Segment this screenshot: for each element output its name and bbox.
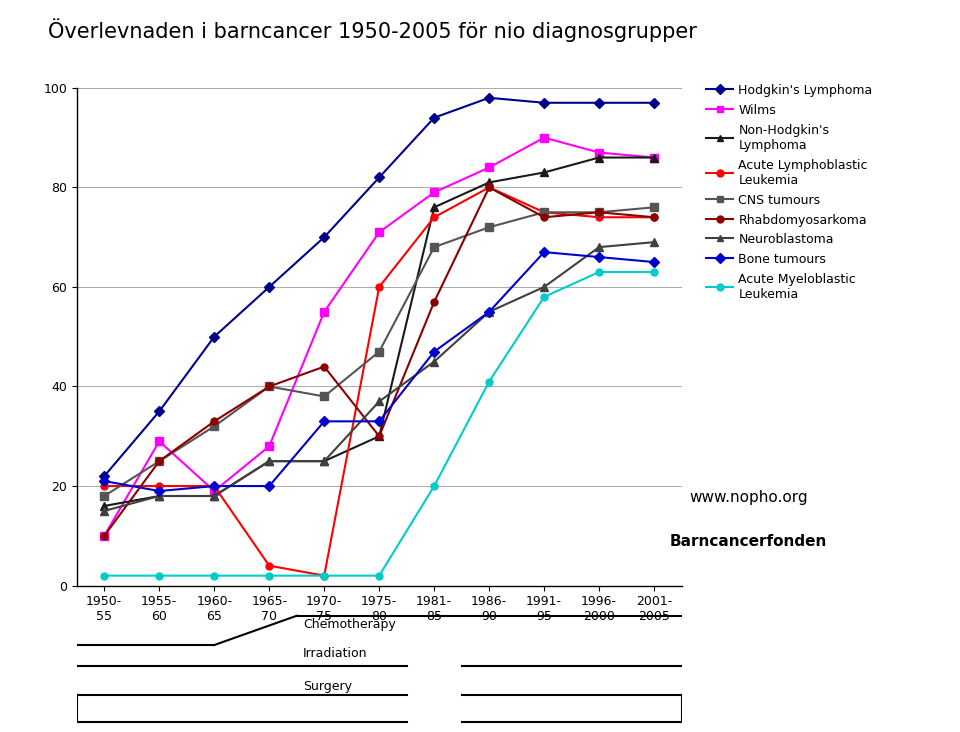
Text: Överlevnaden i barncancer 1950-2005 för nio diagnosgrupper: Överlevnaden i barncancer 1950-2005 för … (48, 18, 697, 42)
Text: Barncancerfonden: Barncancerfonden (670, 534, 828, 549)
Legend: Hodgkin's Lymphoma, Wilms, Non-Hodgkin's
Lymphoma, Acute Lymphoblastic
Leukemia,: Hodgkin's Lymphoma, Wilms, Non-Hodgkin's… (706, 84, 873, 301)
Text: Chemotherapy: Chemotherapy (302, 618, 396, 631)
Text: Surgery: Surgery (302, 680, 351, 693)
Text: www.nopho.org: www.nopho.org (689, 490, 808, 505)
Text: Irradiation: Irradiation (302, 647, 368, 660)
